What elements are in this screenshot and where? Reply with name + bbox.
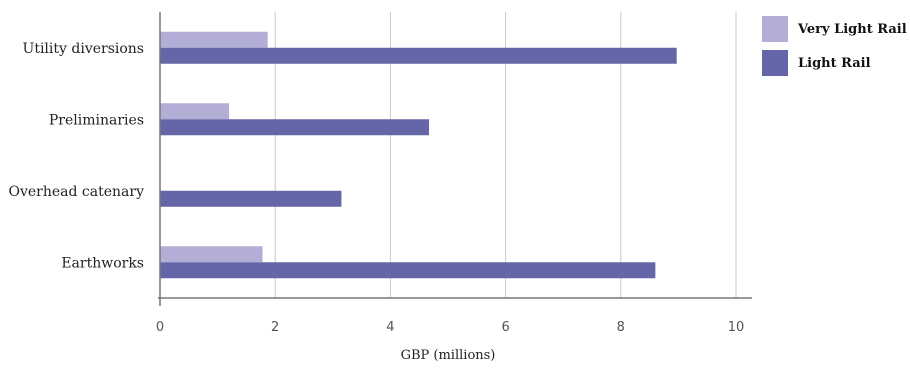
bars: [160, 31, 677, 279]
x-axis-title: GBP (millions): [401, 348, 496, 363]
bar-light-rail-utility-diversions: [160, 47, 677, 64]
category-label-preliminaries: Preliminaries: [49, 112, 144, 128]
axes: [158, 12, 752, 306]
x-tick-label-0: 0: [156, 320, 164, 335]
x-tick-label-6: 6: [501, 320, 509, 335]
bar-light-rail-earthworks: [160, 262, 656, 279]
x-tick-label-8: 8: [617, 320, 625, 335]
bar-light-rail-overhead-catenary: [160, 190, 342, 207]
category-label-earthworks: Earthworks: [61, 255, 144, 271]
x-tick-label-4: 4: [386, 320, 394, 335]
legend: Very Light Rail Light Rail: [762, 16, 907, 76]
x-tick-label-10: 10: [728, 320, 745, 335]
category-label-utility-diversions: Utility diversions: [23, 41, 144, 57]
bar-light-rail-preliminaries: [160, 119, 429, 136]
x-tick-label-2: 2: [271, 320, 279, 335]
legend-swatch-light-rail: [762, 50, 788, 76]
bar-very-light-rail-utility-diversions: [160, 31, 268, 48]
bar-very-light-rail-earthworks: [160, 246, 263, 263]
bar-very-light-rail-preliminaries: [160, 103, 230, 120]
legend-label-very-light-rail: Very Light Rail: [797, 22, 907, 37]
category-label-overhead-catenary: Overhead catenary: [9, 184, 145, 200]
legend-label-light-rail: Light Rail: [798, 56, 871, 71]
labels: Utility diversions Preliminaries Overhead …: [9, 41, 745, 335]
legend-swatch-very-light-rail: [762, 16, 788, 42]
